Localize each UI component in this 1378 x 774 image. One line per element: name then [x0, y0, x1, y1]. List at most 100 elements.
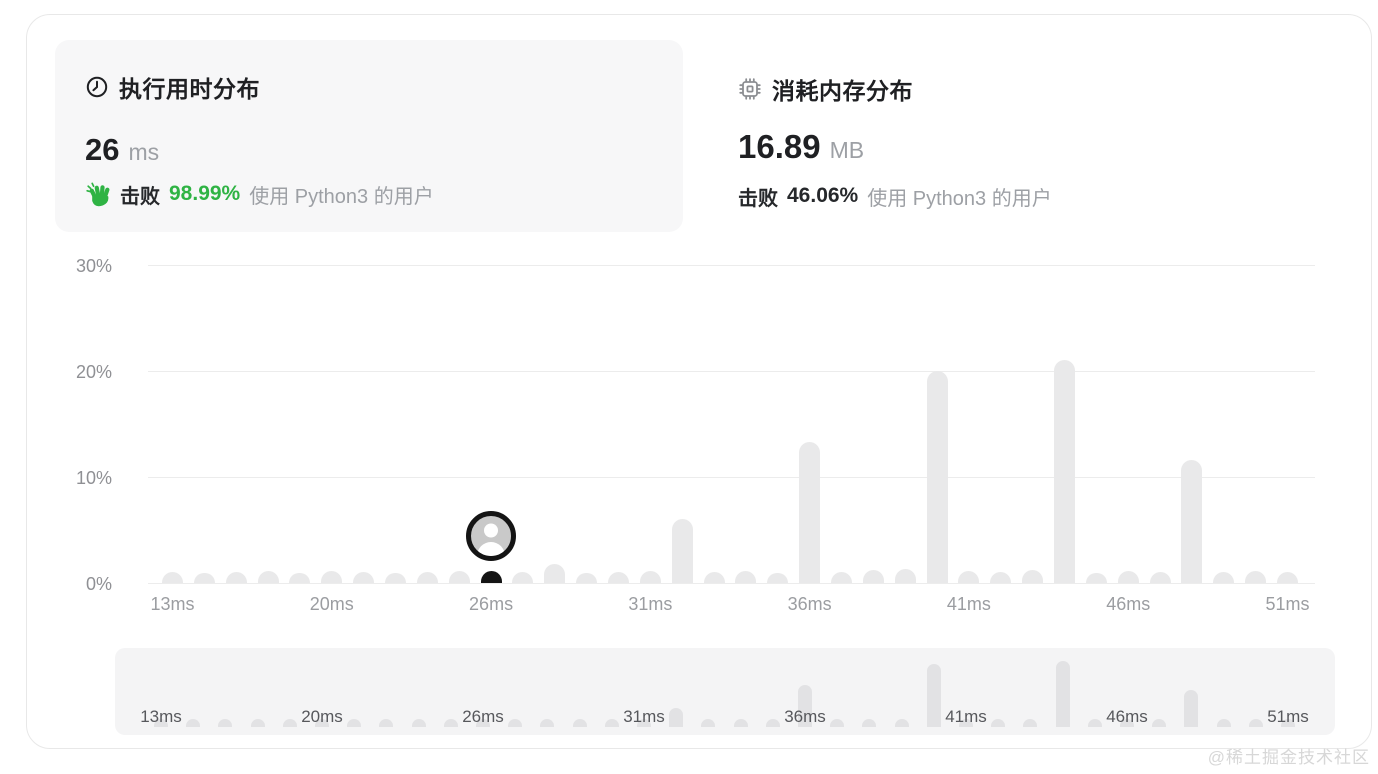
histogram-bar[interactable] — [639, 571, 661, 583]
brush-histogram-bar — [1281, 719, 1295, 727]
histogram-bar[interactable] — [830, 572, 852, 583]
watermark: @稀土掘金技术社区 — [1207, 748, 1370, 767]
histogram-bar[interactable] — [862, 570, 884, 583]
brush-x-axis-label: 41ms — [945, 707, 987, 726]
histogram-bar[interactable] — [958, 571, 980, 583]
runtime-beat-row: 击败 98.99% 使用 Python3 的用户 — [85, 178, 434, 210]
histogram-bar[interactable] — [448, 571, 470, 583]
brush-x-axis-label: 13ms — [140, 707, 182, 726]
histogram-bar[interactable] — [353, 572, 375, 583]
brush-histogram-bar — [991, 719, 1006, 727]
histogram-bar[interactable] — [384, 573, 406, 583]
runtime-beat-suffix: 使用 Python3 的用户 — [249, 185, 434, 208]
memory-beat-prefix: 击败 — [738, 187, 778, 210]
histogram-bar[interactable] — [1276, 572, 1298, 583]
histogram-bar[interactable] — [1053, 360, 1075, 583]
histogram-bar[interactable] — [671, 519, 693, 583]
brush-histogram-bar — [637, 719, 651, 727]
histogram-bar[interactable] — [576, 573, 598, 583]
runtime-unit: ms — [128, 139, 160, 165]
y-axis-label: 30% — [75, 256, 112, 276]
histogram-bar[interactable] — [1149, 572, 1171, 583]
brush-histogram-bar — [894, 719, 909, 727]
histogram-bar[interactable] — [544, 563, 566, 583]
brush-histogram-bar — [540, 719, 555, 727]
brush-x-axis-label: 36ms — [784, 707, 826, 726]
brush-histogram-bar — [830, 719, 845, 727]
person-icon — [477, 523, 506, 557]
x-axis-label: 20ms — [309, 594, 354, 614]
histogram-bar[interactable] — [512, 572, 534, 583]
histogram-bar[interactable] — [1022, 570, 1044, 583]
histogram-bar[interactable] — [767, 573, 789, 583]
histogram-bar[interactable] — [416, 572, 438, 583]
brush-histogram-bar — [733, 719, 748, 727]
histogram-bar-selected[interactable] — [480, 571, 502, 583]
histogram-bar[interactable] — [894, 569, 916, 583]
brush-histogram-bar — [154, 719, 168, 727]
brush-histogram-bar — [1023, 719, 1038, 727]
brush-x-axis-label: 20ms — [301, 707, 343, 726]
x-axis-label: 31ms — [628, 594, 673, 614]
runtime-value: 26 — [85, 132, 120, 167]
memory-value: 16.89 — [738, 128, 821, 165]
brush-histogram-bar — [926, 664, 941, 727]
brush-histogram-bar — [765, 719, 780, 727]
brush-histogram-bar — [411, 719, 426, 727]
brush-histogram-bar — [1055, 660, 1070, 727]
gridline-10pct — [148, 477, 1315, 478]
histogram-bar[interactable] — [1245, 571, 1267, 583]
brush-histogram-bar — [218, 719, 233, 727]
histogram-bar[interactable] — [703, 572, 725, 583]
histogram-bar[interactable] — [799, 442, 821, 583]
histogram-bar[interactable] — [735, 571, 757, 583]
memory-panel-title: 消耗内存分布 — [772, 78, 913, 104]
brush-histogram-bar — [959, 719, 973, 727]
brush-histogram-bar — [443, 719, 458, 727]
histogram-bar[interactable] — [1117, 571, 1139, 583]
brush-histogram-bar — [379, 719, 394, 727]
gridline-30pct — [148, 265, 1315, 266]
brush-x-axis-label: 51ms — [1267, 707, 1309, 726]
brush-x-axis-label: 26ms — [462, 707, 504, 726]
y-axis-label: 10% — [75, 468, 112, 488]
brush-histogram-bar — [1120, 719, 1134, 727]
histogram-bar[interactable] — [257, 571, 279, 583]
gridline-20pct — [148, 371, 1315, 372]
histogram-bar[interactable] — [289, 573, 311, 583]
x-axis-label: 26ms — [469, 594, 514, 614]
brush-histogram-bar — [1248, 719, 1263, 727]
brush-histogram-bar — [1087, 719, 1102, 727]
brush-x-axis-label: 31ms — [623, 707, 665, 726]
histogram-bar[interactable] — [1085, 573, 1107, 583]
histogram-bar[interactable] — [321, 571, 343, 583]
memory-distribution-panel: 消耗内存分布 16.89 MB 击败 46.06% 使用 Python3 的用户 — [738, 40, 1338, 232]
brush-histogram-bar — [476, 719, 490, 727]
memory-value-row: 16.89 MB — [738, 128, 864, 166]
gridline-0pct — [148, 583, 1315, 584]
y-axis-label: 20% — [75, 362, 112, 382]
histogram-bar[interactable] — [225, 572, 247, 583]
brush-histogram-bar — [1216, 719, 1231, 727]
user-score-marker-avatar[interactable] — [466, 511, 517, 562]
x-axis-label: 36ms — [787, 594, 832, 614]
brush-histogram-bar — [250, 719, 265, 727]
histogram-bar[interactable] — [162, 572, 183, 583]
y-axis-label: 0% — [85, 574, 112, 594]
runtime-value-row: 26 ms — [85, 132, 159, 168]
chart-brush-minimap[interactable]: 13ms 20ms 26ms 31ms 36ms 41ms 46ms 51ms — [115, 648, 1335, 735]
memory-beat-percent: 46.06% — [787, 184, 859, 207]
x-axis-label: 13ms — [150, 594, 195, 614]
histogram-bar[interactable] — [1213, 572, 1235, 583]
histogram-bar[interactable] — [607, 572, 629, 583]
brush-x-axis-label: 46ms — [1106, 707, 1148, 726]
histogram-bar[interactable] — [193, 573, 215, 583]
histogram-bar[interactable] — [990, 572, 1012, 583]
brush-histogram-bar — [669, 708, 684, 727]
cpu-chip-icon — [739, 78, 761, 100]
brush-histogram-bar — [186, 719, 201, 727]
histogram-bar[interactable] — [1181, 460, 1203, 583]
brush-histogram-bar — [508, 719, 523, 727]
histogram-bar[interactable] — [926, 371, 948, 583]
